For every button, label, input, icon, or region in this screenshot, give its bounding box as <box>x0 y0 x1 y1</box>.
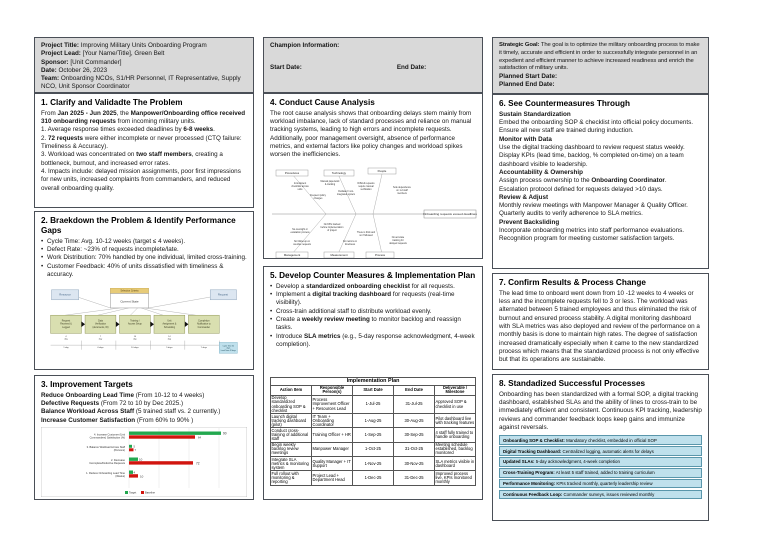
svg-text:Received &: Received & <box>60 324 72 326</box>
svg-text:7: 7 <box>100 336 102 338</box>
svg-text:delayed requests: delayed requests <box>389 242 407 245</box>
svg-text:day: day <box>64 339 68 341</box>
svg-text:Selection Criteria: Selection Criteria <box>121 290 140 293</box>
svg-text:1 day: 1 day <box>63 347 69 349</box>
svg-text:7 days: 7 days <box>201 347 207 349</box>
svg-text:Verification: Verification <box>95 323 107 326</box>
svg-text:day: day <box>133 339 137 341</box>
svg-text:No accurate: No accurate <box>392 236 405 239</box>
svg-text:No oversight or: No oversight or <box>292 228 308 231</box>
svg-text:4 days: 4 days <box>97 347 103 349</box>
svg-text:Notification to: Notification to <box>197 323 211 326</box>
svg-text:timeliness: timeliness <box>345 243 356 246</box>
svg-text:90: 90 <box>223 432 227 436</box>
svg-text:tracking for: tracking for <box>392 239 404 242</box>
svg-text:Manual paperwork: Manual paperwork <box>321 180 341 183</box>
svg-text:Request: Request <box>62 320 71 323</box>
svg-text:Baseline: Baseline <box>145 491 156 495</box>
svg-text:members: members <box>397 192 407 195</box>
svg-text:changes: changes <box>314 198 324 200</box>
svg-text:Training /: Training / <box>130 320 140 323</box>
svg-text:Technology: Technology <box>332 171 347 175</box>
svg-text:There is thick and: There is thick and <box>357 231 376 234</box>
svg-text:of project: of project <box>327 229 337 232</box>
svg-text:on 1-2 staff: on 1-2 staff <box>396 189 408 192</box>
svg-text:Data: Data <box>98 320 104 323</box>
svg-text:verification: verification <box>361 188 373 191</box>
svg-text:checklists across: checklists across <box>291 185 309 188</box>
svg-text:Target: Target <box>129 491 136 495</box>
svg-text:Process: Process <box>375 253 386 257</box>
svg-text:Frequent policy: Frequent policy <box>310 194 327 197</box>
svg-text:Request: Request <box>218 293 228 297</box>
svg-text:Completion: Completion <box>198 320 210 323</box>
svg-text:No follow-up on: No follow-up on <box>294 241 311 243</box>
svg-text:escalation process: escalation process <box>290 231 310 234</box>
svg-text:(Weeks): (Weeks) <box>115 474 125 478</box>
svg-text:Assignment &: Assignment & <box>162 323 176 326</box>
svg-text:10: 10 <box>140 474 144 478</box>
svg-text:Access Setup: Access Setup <box>128 323 143 326</box>
svg-text:72: 72 <box>196 461 200 465</box>
svg-text:Management: Management <box>284 253 301 257</box>
svg-text:(Persons): (Persons) <box>114 448 125 452</box>
svg-text:No metrics on: No metrics on <box>343 240 358 243</box>
svg-text:Measurement: Measurement <box>330 253 347 257</box>
svg-text:10: 10 <box>139 458 143 462</box>
svg-text:5 days: 5 days <box>166 347 172 349</box>
svg-text:& tracking: & tracking <box>325 183 336 186</box>
svg-text:Current State: Current State <box>120 300 139 304</box>
svg-text:Resource: Resource <box>59 293 71 297</box>
svg-text:days: days <box>226 347 230 349</box>
svg-text:Procedures: Procedures <box>285 171 300 175</box>
svg-text:10 days: 10 days <box>131 347 139 349</box>
svg-text:14: 14 <box>168 336 171 338</box>
svg-text:Commanders) Satisfaction (%): Commanders) Satisfaction (%) <box>90 436 125 440</box>
svg-text:People: People <box>378 169 387 173</box>
svg-text:Onboarding requests exceed dea: Onboarding requests exceed deadlines <box>423 212 477 216</box>
svg-text:No KPIs tracked: No KPIs tracked <box>324 223 341 226</box>
svg-text:require manual: require manual <box>358 185 374 188</box>
svg-text:before implementation: before implementation <box>321 226 344 229</box>
svg-text:day: day <box>168 339 172 341</box>
svg-text:Commander: Commander <box>198 326 211 329</box>
svg-text:Sole dependence: Sole dependence <box>393 187 412 189</box>
svg-text:Inconsistent: Inconsistent <box>294 182 307 185</box>
svg-text:units: units <box>298 188 304 191</box>
svg-text:Difficult requests: Difficult requests <box>358 182 376 185</box>
svg-text:Scheduling: Scheduling <box>164 327 176 329</box>
svg-text:Outdated / non-: Outdated / non- <box>338 190 354 193</box>
svg-text:(documents, ID): (documents, ID) <box>92 326 108 329</box>
svg-text:Incomplete/Defective Requests: Incomplete/Defective Requests <box>89 461 126 465</box>
svg-text:4: 4 <box>65 336 67 338</box>
svg-text:overdue requests: overdue requests <box>293 243 312 246</box>
svg-text:integrated system: integrated system <box>337 193 355 196</box>
svg-text:Lead Time 42 days: Lead Time 42 days <box>221 350 236 352</box>
svg-text:day: day <box>99 339 103 341</box>
svg-text:Unit: Unit <box>167 320 171 323</box>
svg-text:10: 10 <box>134 336 137 338</box>
svg-text:no if followed: no if followed <box>359 235 373 237</box>
svg-text:Logged: Logged <box>62 327 70 329</box>
